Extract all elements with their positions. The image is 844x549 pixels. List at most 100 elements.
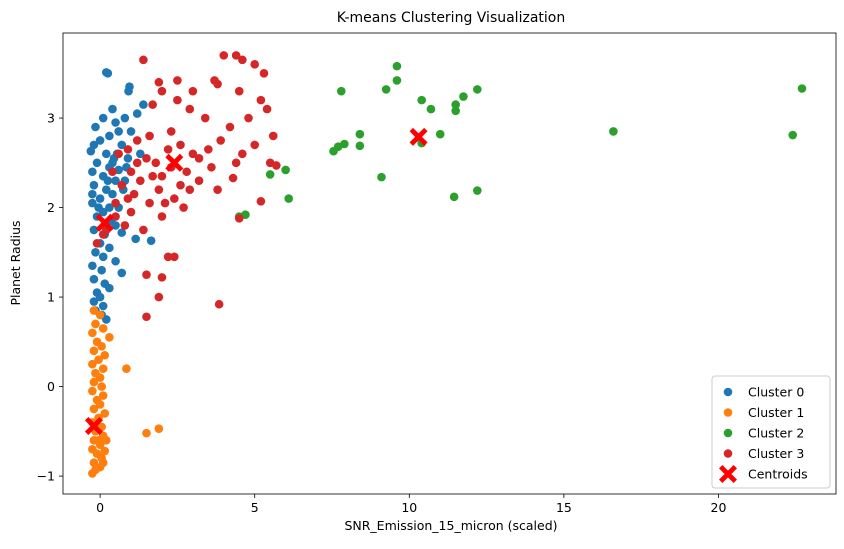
data-point — [132, 109, 142, 118]
data-point — [194, 176, 204, 185]
data-point — [170, 252, 179, 262]
data-point — [98, 391, 108, 400]
data-point — [228, 173, 238, 183]
data-point — [250, 60, 260, 69]
data-point — [473, 85, 482, 94]
data-point — [89, 225, 99, 235]
data-point — [111, 212, 120, 221]
legend-label: Cluster 1 — [748, 405, 804, 420]
x-tick-label: 5 — [251, 500, 259, 515]
data-point — [151, 158, 161, 168]
data-point — [108, 104, 117, 114]
data-point — [256, 95, 266, 105]
data-point — [89, 180, 99, 190]
data-point — [336, 86, 346, 96]
data-point — [131, 234, 140, 244]
x-tick-label: 20 — [711, 500, 727, 515]
legend-label: Cluster 2 — [748, 426, 804, 441]
data-point — [262, 104, 272, 114]
data-point — [98, 230, 108, 239]
data-point — [120, 221, 130, 230]
data-point — [98, 252, 108, 262]
y-tick-label: −1 — [37, 469, 55, 484]
data-point — [89, 404, 99, 414]
data-point — [95, 310, 105, 320]
data-point — [163, 145, 173, 154]
data-point — [176, 140, 185, 150]
data-point — [88, 189, 97, 199]
y-tick-label: 0 — [47, 379, 55, 394]
data-point — [449, 192, 459, 202]
data-point — [129, 189, 139, 199]
data-point — [142, 312, 151, 322]
data-point — [126, 127, 136, 136]
legend-marker — [723, 428, 733, 438]
data-point — [154, 77, 164, 87]
data-point — [101, 435, 111, 445]
data-point — [100, 409, 110, 418]
data-point — [89, 297, 99, 306]
data-point — [417, 95, 426, 105]
data-point — [157, 212, 167, 221]
series-centroids — [84, 127, 428, 435]
data-point — [120, 113, 130, 123]
data-point — [105, 203, 114, 212]
data-point — [98, 113, 108, 123]
data-point — [207, 162, 216, 172]
data-point — [157, 273, 167, 282]
data-point — [231, 51, 241, 60]
data-point — [103, 176, 113, 185]
data-point — [160, 198, 170, 208]
data-point — [101, 149, 111, 159]
data-point — [88, 198, 97, 208]
data-point — [98, 364, 108, 373]
data-point — [100, 350, 110, 360]
data-point — [111, 198, 120, 208]
data-point — [92, 158, 102, 168]
data-point — [244, 113, 253, 123]
data-point — [173, 95, 182, 105]
data-point — [105, 333, 114, 342]
data-point — [88, 167, 97, 177]
data-point — [88, 261, 97, 271]
legend-label: Centroids — [748, 467, 808, 482]
data-point — [166, 127, 176, 136]
data-point — [219, 51, 229, 60]
data-point — [157, 171, 167, 181]
data-point — [117, 180, 127, 190]
data-point — [114, 127, 123, 136]
data-point — [88, 469, 97, 478]
data-point — [238, 55, 247, 65]
data-point — [788, 130, 798, 140]
data-point — [111, 176, 120, 185]
legend-marker — [723, 408, 733, 417]
data-point — [154, 424, 164, 433]
data-point — [100, 446, 110, 456]
y-axis: −1 0 1 2 3 — [37, 111, 63, 484]
data-point — [355, 129, 365, 139]
chart-title: K-means Clustering Visualization — [337, 10, 565, 26]
data-point — [117, 268, 127, 278]
data-point — [146, 236, 156, 245]
data-point — [216, 136, 225, 145]
data-point — [88, 359, 97, 369]
data-point — [188, 149, 198, 159]
data-point — [97, 342, 106, 351]
data-point — [126, 167, 136, 177]
data-point — [179, 203, 188, 212]
data-point — [122, 364, 131, 373]
data-point — [256, 196, 266, 206]
data-point — [355, 141, 365, 151]
data-point — [94, 435, 103, 445]
data-point — [139, 225, 148, 235]
plot-frame — [62, 32, 837, 495]
data-point — [86, 146, 96, 156]
data-point — [238, 149, 247, 159]
legend: Cluster 0 Cluster 1 Cluster 2 Cluster 3 Cent… — [711, 375, 831, 489]
legend-label: Cluster 3 — [748, 446, 804, 461]
data-point — [108, 167, 117, 177]
data-point — [136, 176, 145, 185]
data-point — [101, 185, 111, 194]
data-point — [176, 180, 185, 190]
